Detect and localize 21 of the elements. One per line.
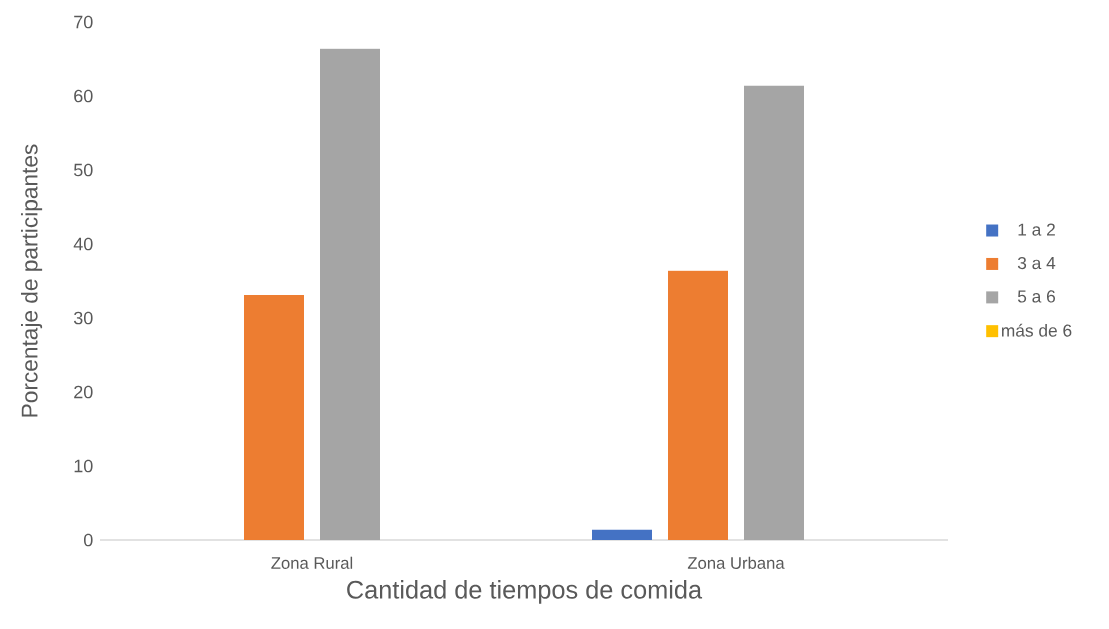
- bar: [320, 48, 381, 540]
- y-axis-title: Porcentaje de participantes: [21, 144, 43, 417]
- bar: [592, 529, 652, 540]
- y-tick-label: 70: [74, 15, 93, 29]
- x-tick-label: Zona Rural: [271, 556, 353, 569]
- legend-label: más de 6: [1002, 323, 1072, 337]
- y-tick-label: 60: [74, 89, 93, 103]
- x-tick-label: Zona Urbana: [687, 556, 785, 569]
- legend-label: 1 a 2: [1018, 223, 1055, 236]
- bar: [744, 85, 805, 540]
- legend-label: 3 a 4: [1017, 256, 1056, 270]
- y-tick-label: 50: [73, 163, 93, 177]
- y-tick-label: 40: [73, 237, 93, 251]
- y-tick-label: 20: [74, 385, 93, 399]
- bar: [668, 270, 729, 540]
- legend-label: 5 a 6: [1017, 290, 1056, 303]
- y-tick-label: 30: [73, 311, 93, 325]
- y-tick-label: 10: [74, 459, 93, 473]
- bar: [244, 295, 304, 540]
- y-tick-label: 0: [83, 533, 93, 547]
- x-axis-title: Cantidad de tiempos de comida: [347, 580, 703, 604]
